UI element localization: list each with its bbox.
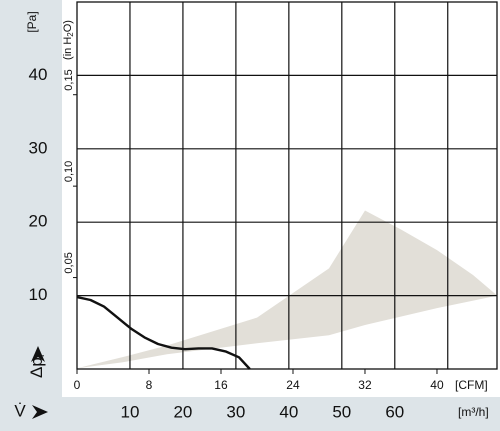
y-tick-label: 10 bbox=[29, 285, 48, 304]
x-unit: [CFM] bbox=[455, 378, 488, 392]
x-tick-label: 16 bbox=[214, 378, 228, 392]
bottom-panel bbox=[0, 397, 500, 431]
plot-frame bbox=[76, 1, 498, 370]
left-panel bbox=[0, 0, 62, 397]
y-label-main: Δp bbox=[27, 357, 46, 378]
x2-arrow bbox=[32, 405, 48, 419]
x2-label: V̇ bbox=[14, 401, 26, 420]
y-tick-label: 40 bbox=[29, 65, 48, 84]
x2-tick-label: 60 bbox=[385, 402, 404, 421]
y-tick-label: 30 bbox=[29, 138, 48, 157]
fan-curve bbox=[76, 295, 251, 370]
y2-unit-sub: 2 bbox=[66, 32, 75, 37]
x-tick-label: 40 bbox=[430, 378, 444, 392]
x2-tick-label: 20 bbox=[173, 402, 192, 421]
x2-tick-label: 40 bbox=[279, 402, 298, 421]
y-unit: [Pa] bbox=[25, 11, 39, 32]
y-tick-label: 20 bbox=[29, 212, 48, 231]
x-tick-label: 8 bbox=[146, 378, 153, 392]
x-tick-label: 0 bbox=[74, 378, 81, 392]
y2-tick-label: 0,05 bbox=[63, 252, 75, 273]
x2-tick-label: 10 bbox=[121, 402, 140, 421]
y2-unit-open: (in H bbox=[62, 37, 74, 60]
plot bbox=[76, 2, 498, 370]
y2-unit-close: O) bbox=[62, 20, 74, 32]
x2-tick-label: 50 bbox=[332, 402, 351, 421]
x2-unit: [m³/h] bbox=[458, 405, 489, 419]
y2-tick-label: 0,15 bbox=[63, 69, 75, 90]
y2-unit: (in H2O) bbox=[62, 20, 75, 60]
x-tick-label: 32 bbox=[358, 378, 372, 392]
operating-area bbox=[77, 210, 498, 369]
x2-tick-label: 30 bbox=[226, 402, 245, 421]
x-tick-label: 24 bbox=[286, 378, 300, 392]
y-arrow bbox=[31, 346, 45, 362]
y2-tick-label: 0,10 bbox=[63, 161, 75, 182]
